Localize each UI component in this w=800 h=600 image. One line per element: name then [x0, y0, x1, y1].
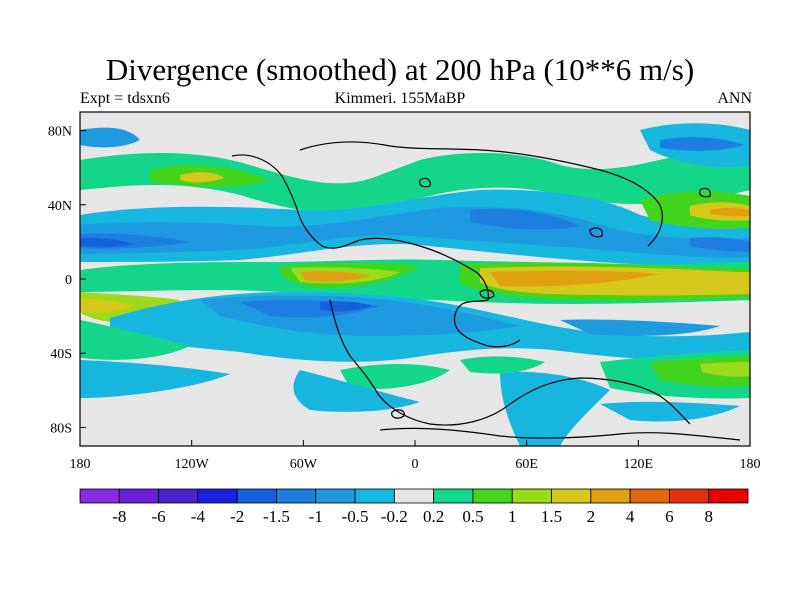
x-tick-label: 180	[740, 457, 761, 472]
region-sh-midlat-negative-southeast	[600, 401, 740, 422]
region-sh-subtropical-negative-core	[320, 301, 372, 312]
coastline-island-5	[479, 289, 495, 299]
colorbar-label: 4	[626, 507, 635, 526]
colorbar-label: -6	[152, 507, 166, 526]
region-sh-midlat-positive-atlantic	[340, 364, 450, 390]
y-tick-label: 80S	[50, 421, 72, 436]
region-equatorial-positive-west-pacific-yellow	[80, 298, 135, 313]
experiment-label: Expt = tdsxn6	[80, 90, 170, 107]
x-tick-label: 0	[412, 457, 419, 472]
region-nh-subtropical-negative-core	[80, 237, 135, 248]
colorbar-label: -2	[230, 507, 244, 526]
map-field	[80, 112, 750, 446]
colorbar-swatch	[236, 488, 277, 504]
y-tick-label: 80N	[48, 125, 72, 140]
region-arctic-negative	[80, 127, 140, 148]
colorbar-label: 0.5	[462, 507, 483, 526]
coastline-island-4	[391, 409, 405, 419]
colorbar-label: 0.2	[423, 507, 444, 526]
y-tick-label: 40N	[48, 199, 72, 214]
colorbar-swatch	[158, 488, 199, 504]
x-tick-label: 60E	[515, 457, 538, 472]
region-sh-midlat-positive-east-yellow	[700, 362, 750, 377]
region-equatorial-positive-orange-west	[300, 271, 370, 282]
region-sh-midlat-positive-west	[80, 320, 190, 360]
region-sh-midlat-negative-west	[80, 360, 230, 398]
region-nh-jet-core-tethys	[470, 208, 580, 230]
x-tick-label: 120W	[175, 457, 210, 472]
region-sh-midlat-positive-south-green	[460, 356, 545, 374]
region-sh-midlat-negative-south	[500, 371, 610, 446]
colorbar-label: 6	[665, 507, 674, 526]
colorbar-swatch	[315, 488, 356, 504]
chart-title: Divergence (smoothed) at 200 hPa (10**6 …	[105, 52, 695, 87]
season-label: ANN	[717, 90, 752, 107]
colorbar-label: -1.5	[263, 507, 290, 526]
colorbar-label: 2	[587, 507, 596, 526]
colorbar-label: 1	[508, 507, 517, 526]
colorbar-label: -0.2	[381, 507, 408, 526]
colorbar-label: -4	[191, 507, 206, 526]
region-sh-midlat-negative-center	[293, 370, 420, 412]
coastline-antarctica	[379, 427, 741, 441]
colorbar-swatch	[276, 488, 317, 504]
region-sh-subtropical-negative-east	[560, 319, 720, 336]
colorbar-swatch	[629, 488, 670, 504]
x-axis-ticks: 180 120W 60W 0 60E 120E 180	[70, 440, 761, 472]
colorbar-swatch	[511, 488, 552, 504]
coastline-island-3	[699, 187, 711, 198]
colorbar-swatch	[669, 488, 710, 504]
y-tick-label: 40S	[50, 347, 72, 362]
region-nh-jet-core-east	[690, 237, 750, 252]
coastline-laurasia-arctic	[299, 141, 663, 247]
colorbar-label: -0.5	[342, 507, 369, 526]
region-nh-midlat-positive-east-orange	[710, 207, 750, 217]
colorbar-swatch	[197, 488, 238, 504]
region-nh-highlat-positive-yellow	[180, 172, 225, 183]
y-axis-ticks: 80N 40N 0 40S 80S	[48, 125, 86, 436]
region-equatorial-positive-orange-east	[490, 270, 660, 287]
colorbar-label: 8	[704, 507, 713, 526]
colorbar-swatch	[118, 488, 159, 504]
region-nh-highlat-positive	[80, 140, 750, 214]
colorbar-swatch	[708, 488, 749, 504]
x-tick-label: 60W	[290, 457, 318, 472]
y-tick-label: 0	[65, 273, 72, 288]
colorbar: -8 -6 -4 -2 -1.5 -1 -0.5 -0.2 0.2 0.5 1 1.5 2 4 6 8	[79, 488, 749, 526]
colorbar-swatch	[354, 488, 395, 504]
x-tick-label: 120E	[624, 457, 654, 472]
coastline-gondwana-south	[329, 299, 691, 426]
colorbar-label: -8	[112, 507, 126, 526]
colorbar-label: -1	[309, 507, 323, 526]
x-tick-label: 180	[70, 457, 91, 472]
coastline-island-2	[589, 227, 603, 238]
colorbar-swatch	[472, 488, 513, 504]
colorbar-swatch	[393, 488, 435, 504]
colorbar-label: 1.5	[541, 507, 562, 526]
region-arctic-negative-east-2	[660, 137, 745, 151]
period-label: Kimmeri. 155MaBP	[334, 90, 466, 107]
colorbar-swatch	[551, 488, 592, 504]
colorbar-swatch	[433, 488, 474, 504]
coastlines	[231, 141, 741, 441]
colorbar-swatch	[590, 488, 631, 504]
colorbar-swatch	[79, 488, 120, 504]
coastline-pangea-north	[231, 154, 521, 348]
region-nh-subtropical-negative-medium	[80, 206, 750, 258]
coastline-island-1	[419, 177, 431, 188]
